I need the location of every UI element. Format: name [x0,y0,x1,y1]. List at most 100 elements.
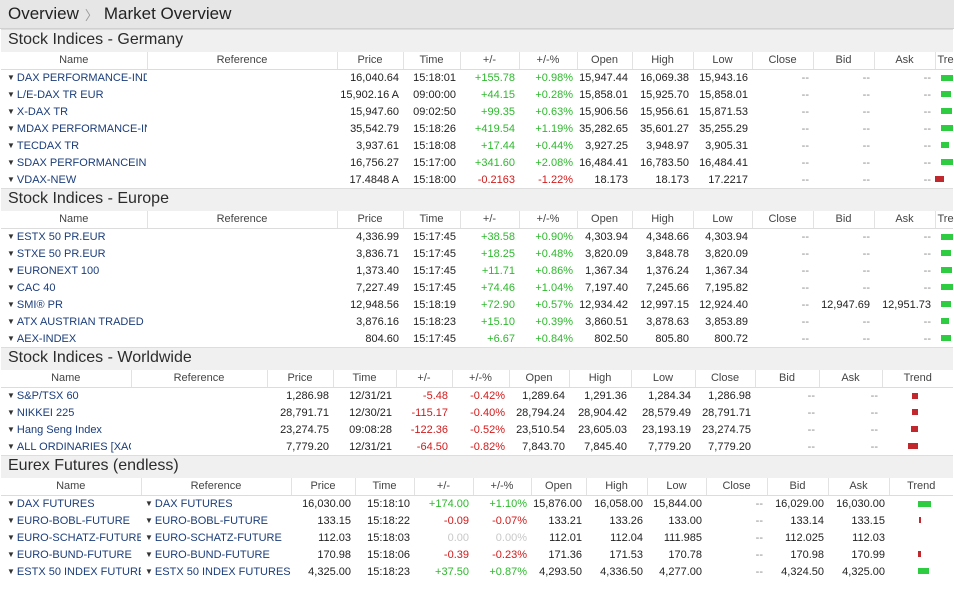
instrument-name-link[interactable]: EURO-BOBL-FUTURE [16,514,130,527]
instrument-name-link[interactable]: ATX AUSTRIAN TRADED EUR [16,315,147,328]
dropdown-caret-icon[interactable]: ▼ [7,407,15,417]
reference-link[interactable]: DAX FUTURES [154,497,233,510]
column-header-ask[interactable]: Ask [873,211,935,229]
dropdown-caret-icon[interactable]: ▼ [7,299,15,309]
column-header--[interactable]: +/- [395,370,452,388]
column-header-reference[interactable]: Reference [130,370,267,388]
column-header-ask[interactable]: Ask [818,370,882,388]
dropdown-caret-icon[interactable]: ▼ [7,498,15,508]
instrument-name-link[interactable]: ESTX 50 PR.EUR [16,230,106,243]
column-header-bid[interactable]: Bid [812,211,874,229]
dropdown-caret-icon[interactable]: ▼ [7,72,15,82]
table-row[interactable]: ▼ ESTX 50 PR.EUR 4,336.99 15:17:45 +38.58 +0.… [1,228,953,245]
column-header-open[interactable]: Open [576,52,632,70]
column-header-bid[interactable]: Bid [766,478,828,496]
column-header-price[interactable]: Price [266,370,333,388]
column-header--%[interactable]: +/-% [518,52,577,70]
dropdown-caret-icon[interactable]: ▼ [7,157,15,167]
instrument-name-link[interactable]: S&P/TSX 60 [16,389,79,402]
column-header--%[interactable]: +/-% [472,478,531,496]
breadcrumb-root[interactable]: Overview [8,4,79,23]
instrument-name-link[interactable]: STXE 50 PR.EUR [16,247,106,260]
table-row[interactable]: ▼ ALL ORDINARIES [XAO] 7,779.20 12/31/21 -64… [1,438,953,455]
table-row[interactable]: ▼ EURO-BUND-FUTURE ▼ EURO-BUND-FUTURE 170.98… [1,546,953,563]
dropdown-caret-icon[interactable]: ▼ [7,333,15,343]
table-row[interactable]: ▼ CAC 40 7,227.49 15:17:45 +74.46 +1.04% 7,197… [1,279,953,296]
column-header-low[interactable]: Low [630,370,695,388]
column-header-trend[interactable]: Trend [934,52,954,70]
instrument-name-link[interactable]: EURONEXT 100 [16,264,100,277]
column-header-close[interactable]: Close [751,52,813,70]
dropdown-caret-icon[interactable]: ▼ [7,174,15,184]
column-header-bid[interactable]: Bid [754,370,819,388]
column-header-name[interactable]: Name [1,52,147,70]
reference-link[interactable]: EURO-BOBL-FUTURE [154,514,268,527]
column-header-high[interactable]: High [585,478,647,496]
column-header-time[interactable]: Time [332,370,396,388]
instrument-name-link[interactable]: CAC 40 [16,281,56,294]
dropdown-caret-icon[interactable]: ▼ [7,282,15,292]
instrument-name-link[interactable]: L/E-DAX TR EUR [16,88,104,101]
table-row[interactable]: ▼ STXE 50 PR.EUR 3,836.71 15:17:45 +18.25 +0.… [1,245,953,262]
column-header-open[interactable]: Open [530,478,586,496]
column-header-ask[interactable]: Ask [873,52,935,70]
dropdown-caret-icon[interactable]: ▼ [7,566,15,576]
dropdown-caret-icon[interactable]: ▼ [7,390,15,400]
column-header-time[interactable]: Time [354,478,414,496]
table-row[interactable]: ▼ S&P/TSX 60 1,286.98 12/31/21 -5.48 -0.42% 1,… [1,387,953,404]
column-header--%[interactable]: +/-% [451,370,509,388]
table-row[interactable]: ▼ATX AUSTRIAN TRADED EUR 3,876.16 15:18:23… [1,313,953,330]
instrument-name-link[interactable]: EURO-BUND-FUTURE [16,548,132,561]
instrument-name-link[interactable]: ESTX 50 INDEX FUTURES [16,565,141,578]
instrument-name-link[interactable]: NIKKEI 225 [16,406,75,419]
instrument-name-link[interactable]: DAX FUTURES [16,497,95,510]
instrument-name-link[interactable]: ALL ORDINARIES [XAO] [16,440,131,453]
column-header-name[interactable]: Name [1,370,131,388]
table-row[interactable]: ▼DAX PERFORMANCE-INDEX 16,040.64 15:18:01 +… [1,69,953,86]
column-header-open[interactable]: Open [508,370,569,388]
table-row[interactable]: ▼ X-DAX TR 15,947.60 09:02:50 +99.35 +0.63% 15… [1,103,953,120]
column-header-name[interactable]: Name [1,211,147,229]
column-header--[interactable]: +/- [459,211,519,229]
table-row[interactable]: ▼ NIKKEI 225 28,791.71 12/30/21 -115.17 -0.40… [1,404,953,421]
dropdown-caret-icon[interactable]: ▼ [7,231,15,241]
instrument-name-link[interactable]: Hang Seng Index [16,423,102,436]
instrument-name-link[interactable]: EURO-SCHATZ-FUTURE [16,531,141,544]
instrument-name-link[interactable]: VDAX-NEW [16,173,77,186]
table-row[interactable]: ▼ EURO-BOBL-FUTURE ▼ EURO-BOBL-FUTURE 133.15… [1,512,953,529]
dropdown-caret-icon[interactable]: ▼ [7,515,15,525]
column-header-low[interactable]: Low [692,52,752,70]
column-header-trend[interactable]: Trend [934,211,954,229]
column-header-ask[interactable]: Ask [827,478,889,496]
instrument-name-link[interactable]: MDAX PERFORMANCE-INDEX [16,122,147,135]
dropdown-caret-icon[interactable]: ▼ [145,549,153,559]
dropdown-caret-icon[interactable]: ▼ [7,106,15,116]
instrument-name-link[interactable]: SMI® PR [16,298,63,311]
column-header-time[interactable]: Time [402,211,460,229]
column-header-close[interactable]: Close [694,370,755,388]
column-header-high[interactable]: High [568,370,631,388]
dropdown-caret-icon[interactable]: ▼ [145,566,153,576]
instrument-name-link[interactable]: X-DAX TR [16,105,69,118]
instrument-name-link[interactable]: TECDAX TR [16,139,80,152]
column-header-time[interactable]: Time [402,52,460,70]
dropdown-caret-icon[interactable]: ▼ [145,532,153,542]
column-header-high[interactable]: High [631,211,693,229]
column-header-price[interactable]: Price [336,211,403,229]
table-row[interactable]: ▼SDAX PERFORMANCEINDEX 16,756.27 15:17:00 +… [1,154,953,171]
dropdown-caret-icon[interactable]: ▼ [7,441,15,451]
dropdown-caret-icon[interactable]: ▼ [7,140,15,150]
table-row[interactable]: ▼ ESTX 50 INDEX FUTURES ▼ ESTX 50 INDEX FUT… [1,563,953,580]
column-header-price[interactable]: Price [290,478,355,496]
column-header--[interactable]: +/- [413,478,473,496]
dropdown-caret-icon[interactable]: ▼ [7,549,15,559]
dropdown-caret-icon[interactable]: ▼ [7,123,15,133]
instrument-name-link[interactable]: DAX PERFORMANCE-INDEX [16,71,147,84]
table-row[interactable]: ▼ EURO-SCHATZ-FUTURE ▼ EURO-SCHATZ-FUTURE 11… [1,529,953,546]
column-header-low[interactable]: Low [692,211,752,229]
dropdown-caret-icon[interactable]: ▼ [7,424,15,434]
dropdown-caret-icon[interactable]: ▼ [145,515,153,525]
dropdown-caret-icon[interactable]: ▼ [7,532,15,542]
table-row[interactable]: ▼ VDAX-NEW 17.4848 A 15:18:00 -0.2163 -1.22% 1… [1,171,953,188]
instrument-name-link[interactable]: AEX-INDEX [16,332,77,345]
